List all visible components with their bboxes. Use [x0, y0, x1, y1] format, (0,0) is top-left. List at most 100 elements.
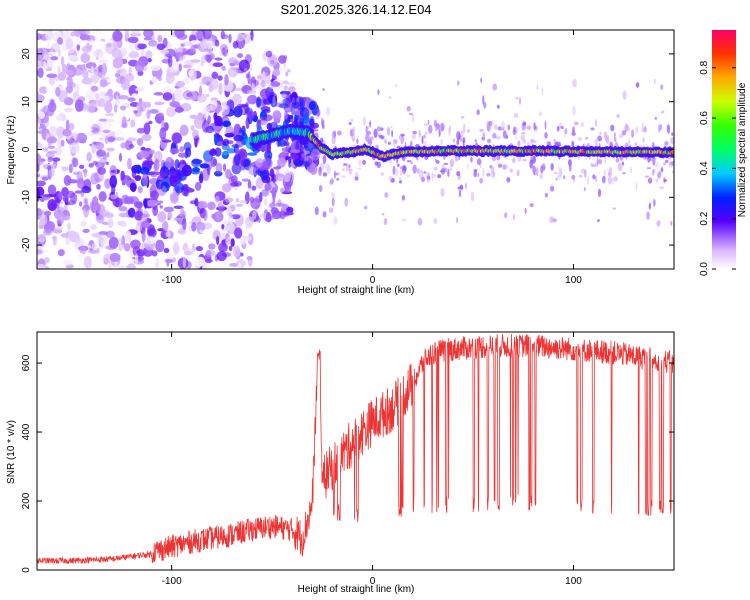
spectrogram-blob — [128, 51, 140, 59]
spectrogram-blob — [190, 169, 200, 175]
spectrogram-blob — [541, 163, 546, 172]
spectrogram-blob — [221, 224, 225, 230]
spectrogram-blob — [381, 213, 385, 216]
spectrogram-blob — [622, 90, 627, 100]
spectrogram-blob — [418, 129, 421, 138]
spectrogram-blob — [224, 197, 234, 203]
spectrogram-blob — [281, 147, 289, 153]
spectrogram-blob — [572, 78, 577, 88]
spectrogram-blob — [617, 162, 623, 172]
snr-ytick-label: 400 — [21, 423, 32, 440]
spectrogram-blob — [43, 193, 53, 198]
spectrogram-blob — [145, 50, 153, 60]
spectrogram-blob — [544, 131, 548, 139]
spectrogram-blob — [377, 127, 382, 131]
spectrogram-blob — [318, 171, 321, 177]
spectrogram-blob — [476, 109, 480, 116]
spectrogram-blob — [199, 163, 210, 169]
spectrogram-blob — [428, 124, 433, 134]
spectrogram-blob — [242, 235, 252, 242]
spectrogram-blob — [155, 258, 160, 269]
spectrogram-blob — [85, 90, 97, 101]
spectrogram-blob — [247, 180, 252, 190]
spectrogram-blob — [43, 229, 53, 236]
spectrogram-blob — [635, 181, 638, 191]
spectrogram-blob — [232, 245, 241, 258]
spectrogram-blob — [391, 129, 394, 138]
spectrogram-blob — [234, 227, 243, 239]
spectrogram-blob — [45, 82, 52, 93]
spectrogram-blob — [194, 181, 202, 191]
spectrogram-blob — [183, 142, 192, 152]
spectrogram-blob — [233, 134, 244, 142]
spectrogram-blob — [466, 163, 469, 170]
spectrogram-blob — [635, 126, 638, 135]
spectrogram-blob — [105, 79, 116, 83]
spectrogram-blob — [595, 175, 597, 183]
spectrogram-blob — [46, 40, 50, 48]
spectrogram-blob — [199, 40, 209, 50]
spectrogram-blob — [247, 187, 251, 193]
spectrogram-blob — [506, 177, 511, 183]
spectrogram-blob — [233, 105, 243, 118]
spectrogram-blob — [642, 136, 645, 143]
spectrogram-blob — [326, 106, 331, 116]
spectrogram-blob — [435, 126, 438, 132]
spectrogram-blob — [37, 58, 44, 68]
spectrogram-blob — [225, 260, 230, 269]
spectrogram-blob — [348, 122, 352, 126]
spectrogram-blob — [90, 65, 94, 77]
spectrogram-blob — [210, 102, 217, 111]
spectrogram-blob — [466, 129, 471, 133]
spectrogram-blob — [236, 53, 244, 58]
spectrogram-blob — [423, 122, 428, 127]
spectrogram-blob — [48, 125, 58, 138]
spectrogram-blob — [663, 179, 667, 182]
spectrogram-ytick-label: 10 — [21, 96, 32, 108]
spectrogram-blob — [37, 33, 43, 40]
spectrogram-blob — [310, 153, 315, 159]
spectrogram-blob — [383, 217, 388, 226]
spectrogram-blob — [462, 123, 466, 134]
spectrogram-blob — [148, 42, 158, 47]
spectrogram-blob — [221, 47, 226, 56]
spectrogram-blob — [482, 131, 486, 141]
spectrogram-blob — [55, 86, 61, 97]
spectrogram-blob — [303, 160, 310, 168]
spectrogram-blob — [61, 64, 68, 74]
spectrogram-blob — [90, 224, 97, 231]
spectrogram-blob — [85, 127, 94, 132]
spectrogram-blob — [571, 174, 576, 180]
spectrogram-blob — [91, 232, 102, 238]
spectrogram-blob — [61, 186, 69, 197]
spectrogram-blob — [283, 169, 292, 182]
spectrogram-blob — [237, 262, 242, 269]
spectrogram-blob — [37, 164, 40, 173]
spectrogram-blob — [136, 137, 144, 146]
spectrogram-blob — [380, 172, 384, 175]
spectrogram-blob — [611, 177, 615, 184]
spectrogram-blob — [153, 92, 164, 96]
spectrogram-blob — [214, 39, 220, 47]
spectrogram-blob — [104, 42, 116, 55]
spectrogram-ytick-label: 20 — [21, 48, 32, 60]
spectrogram-blob — [486, 138, 492, 144]
spectrogram-blob — [130, 119, 136, 128]
spectrogram-blob — [182, 256, 187, 269]
spectrogram-blob — [410, 140, 413, 148]
spectrogram-blob — [136, 164, 142, 175]
spectrogram-blob — [522, 121, 527, 126]
spectrogram-blob — [198, 85, 203, 98]
spectrogram-blob — [474, 139, 477, 143]
spectrogram-blob — [459, 184, 464, 190]
spectrogram-blob — [97, 166, 107, 175]
spectrogram-blob — [256, 96, 262, 108]
spectrogram-blob — [529, 203, 534, 208]
spectrogram-blob — [221, 65, 226, 71]
spectrogram-blob — [285, 155, 289, 161]
spectrogram-blob — [526, 125, 532, 131]
spectrogram-blob — [81, 186, 92, 194]
spectrogram-blob — [56, 126, 66, 138]
spectrogram-blob — [42, 61, 47, 70]
